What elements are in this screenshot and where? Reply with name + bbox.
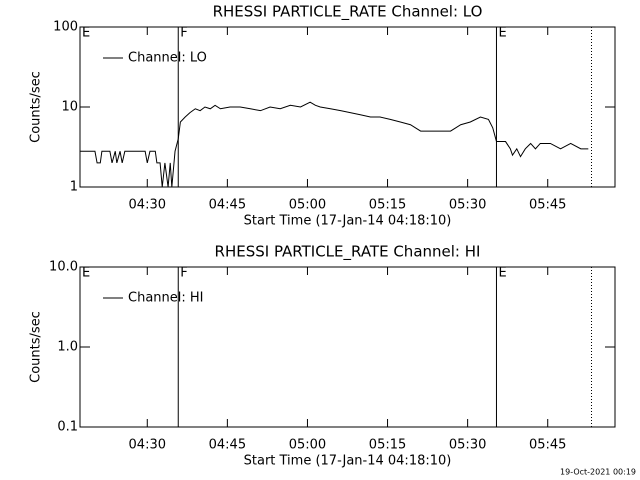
y-axis-label: Counts/sec xyxy=(29,71,44,143)
y-axis-label: Counts/sec xyxy=(29,311,44,383)
footer: 19-Oct-2021 00:19 xyxy=(560,468,636,477)
flag-label: F xyxy=(180,266,187,281)
x-tick-label: 05:45 xyxy=(529,198,566,213)
x-tick-label: 05:45 xyxy=(529,438,566,453)
x-tick-label: 05:00 xyxy=(289,198,326,213)
flag-label: F xyxy=(180,26,187,41)
flag-label: E xyxy=(82,266,90,281)
x-tick-label: 04:30 xyxy=(129,198,166,213)
chart-title: RHESSI PARTICLE_RATE Channel: LO xyxy=(213,3,483,22)
x-tick-label: 05:30 xyxy=(449,198,486,213)
y-tick-label: 10 xyxy=(61,100,78,115)
x-tick-label: 04:30 xyxy=(129,438,166,453)
flag-label: E xyxy=(498,26,506,41)
x-tick-label: 05:30 xyxy=(449,438,486,453)
legend-label: Channel: HI xyxy=(128,291,204,306)
flag-label: E xyxy=(498,266,506,281)
y-tick-label: 10.0 xyxy=(49,260,78,275)
y-tick-label: 0.1 xyxy=(57,420,78,435)
flag-label: E xyxy=(82,26,90,41)
x-axis-label: Start Time (17-Jan-14 04:18:10) xyxy=(244,454,452,469)
chart-title: RHESSI PARTICLE_RATE Channel: HI xyxy=(215,243,481,262)
legend-label: Channel: LO xyxy=(128,51,207,66)
x-tick-label: 05:00 xyxy=(289,438,326,453)
x-tick-label: 05:15 xyxy=(369,438,406,453)
x-tick-label: 05:15 xyxy=(369,198,406,213)
y-tick-label: 100 xyxy=(53,20,78,35)
y-tick-label: 1.0 xyxy=(57,340,78,355)
y-tick-label: 1 xyxy=(70,180,78,195)
x-tick-label: 04:45 xyxy=(209,438,246,453)
x-axis-label: Start Time (17-Jan-14 04:18:10) xyxy=(244,214,452,229)
x-tick-label: 04:45 xyxy=(209,198,246,213)
data-line xyxy=(80,101,589,188)
